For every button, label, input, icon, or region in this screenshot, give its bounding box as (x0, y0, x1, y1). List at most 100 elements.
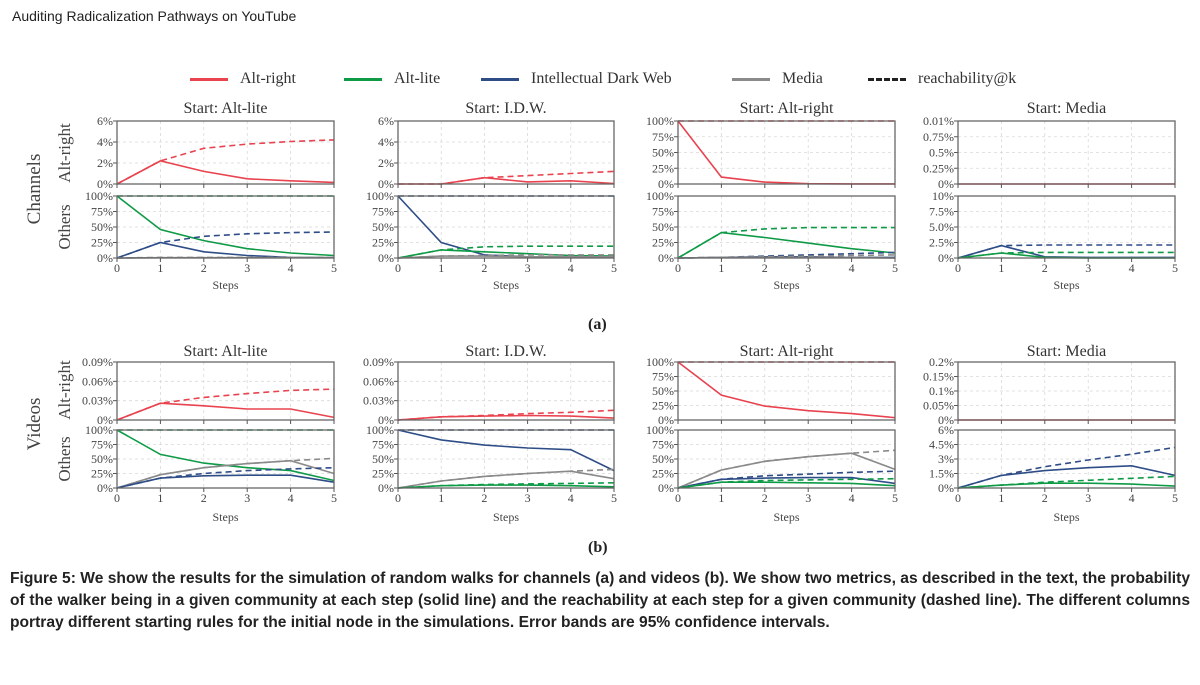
panel-title: Start: Alt-right (740, 343, 834, 360)
series-line-alt-lite-dashed (677, 477, 896, 489)
y-tick-label: 0% (938, 177, 954, 191)
axes-frame (677, 120, 896, 185)
y-tick-label: 25% (91, 467, 113, 481)
series-line-idw-dashed (677, 251, 896, 259)
y-tick-label: 50% (652, 146, 674, 160)
series-line-alt-right-solid (116, 160, 335, 185)
axes-frame (397, 429, 615, 489)
y-tick-label: 0.06% (363, 374, 394, 388)
y-tick-label: 7.5% (929, 205, 954, 219)
y-tick-label: 100% (646, 189, 674, 203)
chart-panel: Start: I.D.W.0%2%4%6%0%25%50%75%100%0 1 2 3… (366, 100, 617, 292)
x-tick-label: 3 (805, 261, 811, 275)
y-tick-label: 100% (366, 423, 394, 437)
legend-item-reachability: reachability@k (868, 70, 1016, 88)
series-line-alt-lite-solid (397, 484, 615, 489)
series-line-alt-right-solid (398, 176, 615, 185)
series-line-media-solid (397, 470, 615, 489)
y-tick-label: 0.03% (82, 394, 113, 408)
series-line-idw-dashed (957, 446, 1176, 489)
series-line-alt-lite-solid (116, 195, 335, 257)
x-tick-label: 5 (331, 491, 337, 505)
x-tick-label: 2 (201, 491, 207, 505)
y-tick-label: 1.5% (929, 467, 954, 481)
x-tick-label: 4 (849, 491, 855, 505)
x-axis-label: Steps (493, 278, 519, 292)
y-tick-label: 25% (372, 467, 394, 481)
y-tick-label: 0% (378, 413, 394, 427)
y-tick-label: 75% (652, 130, 674, 144)
axes-frame (116, 120, 335, 185)
x-tick-label: 0 (955, 261, 961, 275)
chart-panel: Start: Alt-lite0%0.03%0.06%0.09%0%25%50%… (82, 343, 337, 524)
series-line-alt-lite-dashed (397, 482, 615, 489)
y-tick-label: 0.06% (82, 374, 113, 388)
y-tick-label: 75% (652, 370, 674, 384)
x-tick-label: 2 (762, 261, 768, 275)
y-tick-label: 0.09% (82, 355, 113, 369)
x-tick-label: 0 (675, 491, 681, 505)
series-line-idw-solid (957, 464, 1176, 489)
x-tick-label: 4 (568, 491, 574, 505)
x-axis-label: Steps (493, 510, 519, 524)
y-tick-label: 0% (378, 481, 394, 495)
x-axis-label: Steps (773, 278, 799, 292)
legend-item-alt-right: Alt-right (190, 70, 296, 88)
subfigure-label-b: (b) (588, 539, 608, 556)
y-tick-label: 100% (646, 114, 674, 128)
y-tick-label: 0% (658, 177, 674, 191)
y-tick-label: 25% (652, 399, 674, 413)
x-tick-label: 5 (892, 491, 898, 505)
x-tick-label: 0 (395, 261, 401, 275)
legend-swatch (344, 77, 382, 81)
panel-title: Start: Media (1027, 100, 1107, 117)
y-tick-label: 25% (372, 236, 394, 250)
axes-frame (116, 195, 335, 259)
panel-title: Start: I.D.W. (465, 100, 546, 117)
series-line-alt-lite-dashed (957, 251, 1175, 259)
legend: Alt-right Alt-lite Intellectual Dark Web… (0, 70, 1200, 94)
x-axis-label: Steps (773, 510, 799, 524)
y-tick-label: 75% (652, 438, 674, 452)
figure-caption: Figure 5: We show the results for the si… (10, 570, 1190, 631)
axes-frame (957, 429, 1176, 489)
y-tick-label: 0% (658, 413, 674, 427)
legend-label: Intellectual Dark Web (531, 70, 672, 87)
x-tick-label: 5 (892, 261, 898, 275)
y-tick-label: 0.15% (923, 370, 954, 384)
y-tick-label: 25% (652, 467, 674, 481)
y-tick-label: 10% (932, 189, 954, 203)
series-line-idw-solid (116, 474, 335, 489)
y-tick-label: 75% (652, 205, 674, 219)
panel-title: Start: Alt-lite (184, 100, 268, 117)
y-tick-label: 0% (938, 251, 954, 265)
series-line-idw-solid (397, 429, 615, 472)
y-tick-label: 0.09% (363, 355, 394, 369)
series-line-alt-lite-solid (957, 482, 1176, 489)
y-tick-label: 50% (652, 452, 674, 466)
legend-swatch (190, 77, 228, 81)
x-tick-label: 4 (1129, 261, 1135, 275)
x-tick-label: 5 (611, 491, 617, 505)
x-tick-label: 1 (438, 261, 444, 275)
x-tick-label: 1 (157, 491, 163, 505)
x-tick-label: 5 (331, 261, 337, 275)
x-tick-label: 3 (525, 491, 531, 505)
axes-frame (397, 361, 615, 421)
y-tick-label: 4% (378, 135, 394, 149)
y-tick-label: 0% (97, 251, 113, 265)
series-line-alt-lite-solid (677, 481, 896, 489)
axes-frame (957, 361, 1176, 421)
y-tick-label: 100% (85, 189, 113, 203)
y-tick-label: 2% (378, 156, 394, 170)
y-tick-label: 2% (97, 156, 113, 170)
y-tick-label: 75% (91, 205, 113, 219)
series-line-alt-right-dashed (397, 409, 615, 421)
y-tick-label: 50% (652, 384, 674, 398)
series-line-media-dashed (397, 468, 615, 489)
x-tick-label: 3 (244, 261, 250, 275)
y-tick-label: 4% (97, 135, 113, 149)
series-line-alt-lite-dashed (397, 245, 614, 259)
axes-frame (116, 429, 335, 489)
